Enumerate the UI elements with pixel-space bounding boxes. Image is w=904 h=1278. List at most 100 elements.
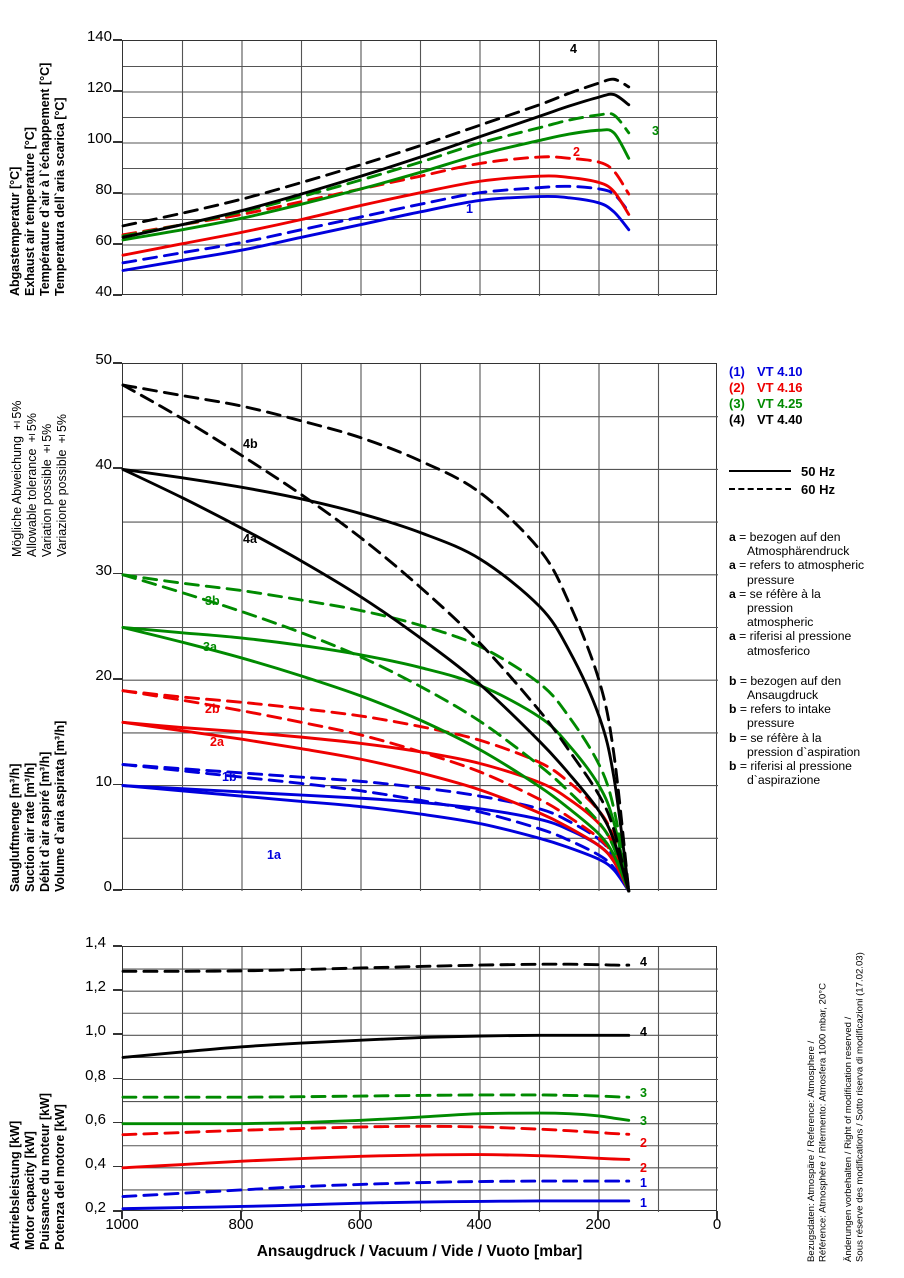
y-tick-mark (113, 889, 122, 891)
legend-frequency-list: 50 Hz 60 Hz (729, 462, 899, 498)
y-tick-mark (113, 783, 122, 786)
footer-line4: Sous réserve des modifications / Sotto r… (854, 952, 866, 1262)
flow-label-4b: 4b (243, 437, 258, 451)
y-tick-mark (113, 294, 122, 296)
power-label-1-50: 1 (640, 1196, 647, 1210)
y-tick-mark (113, 572, 122, 575)
y-tick-label: 30 (95, 561, 112, 579)
power-label-2-60: 2 (640, 1136, 647, 1150)
power-label-3-50: 3 (640, 1114, 647, 1128)
series-4b-vt-4-40-50-hz (121, 467, 631, 893)
temp-label-3: 3 (652, 124, 659, 138)
y-tick-mark (113, 467, 122, 469)
y-tick-mark (113, 141, 122, 143)
flow-cap-de: Saugluftmenge [m³/h] (8, 763, 22, 892)
x-tick-mark (716, 1211, 718, 1219)
legend-note-line: b = riferisi al pressione (729, 759, 852, 774)
flow-label-1b: 1b (222, 770, 237, 784)
flow-label-1a: 1a (267, 848, 281, 862)
legend-frequency-row: 50 Hz (729, 462, 899, 480)
flow-label-4a: 4a (243, 532, 257, 546)
legend-model-row: (4) VT 4.40 (729, 412, 899, 428)
series-3a-vt-4-25-50-hz (121, 626, 631, 893)
power-label-2-50: 2 (640, 1161, 647, 1175)
legend-line-swatch-dashed (729, 484, 791, 494)
temp-label-2: 2 (573, 145, 580, 159)
y-tick-label: 0,6 (85, 1110, 106, 1128)
tol-de: Mögliche Abweichung ±5% (10, 400, 24, 557)
series-1-vt-4-10-60-hz (121, 1179, 631, 1198)
temp-cap-it: Temperatura dell`aria scarica [°C] (53, 97, 67, 296)
y-tick-label: 1,4 (85, 934, 106, 951)
power-label-4-50: 4 (640, 1025, 647, 1039)
series-2a-vt-4-16-50-hz (121, 720, 631, 893)
y-tick-mark (113, 90, 122, 92)
legend-note-line: pressure (747, 716, 795, 731)
legend-frequency-row: 60 Hz (729, 480, 899, 498)
series-1a-vt-4-10-60-hz (121, 763, 631, 893)
legend-model-row: (3) VT 4.25 (729, 396, 899, 412)
legend-frequency-label: 60 Hz (801, 481, 835, 497)
legend: (1) VT 4.10 (2) VT 4.16 (3) VT 4.25 (4) VT 4.40… (729, 364, 899, 787)
legend-note-line: d`aspirazione (747, 773, 821, 788)
series-2-vt-4-16-60-hz (121, 1124, 631, 1137)
y-tick-label: 40 (95, 456, 112, 474)
x-tick-mark (121, 1211, 123, 1219)
legend-note-line: pressure (747, 572, 795, 587)
x-tick-mark (478, 1211, 480, 1219)
legend-note-line: a = bezogen auf den (729, 530, 841, 544)
x-tick-mark (240, 1211, 242, 1219)
series-4-vt-4-40-50-hz (121, 92, 631, 239)
series-4-vt-4-40-60-hz (121, 962, 631, 973)
legend-note-line: a = se réfère à la (729, 586, 821, 601)
legend-model-name: VT 4.25 (757, 396, 803, 411)
legend-note-b: b = bezogen auf den Ansaugdruck b = refers… (729, 674, 899, 788)
x-axis-title: Ansaugdruck / Vacuum / Vide / Vuoto [mba… (256, 1243, 583, 1260)
y-tick-mark (113, 1121, 122, 1124)
tolerance-caption: Mögliche Abweichung ±5% Allowable tolera… (10, 372, 70, 557)
legend-note-line: a = riferisi al pressione (729, 629, 852, 644)
y-tick-label: 1,0 (85, 1022, 106, 1040)
pow-cap-de: Antriebsleistung [kW] (8, 1120, 22, 1250)
legend-model-number: (3) (729, 396, 745, 411)
y-tick-label: 140 (86, 28, 112, 45)
y-tick-label: 0,8 (85, 1066, 106, 1084)
y-tick-mark (113, 1165, 122, 1168)
legend-note-line: b = bezogen auf den (729, 673, 842, 688)
y-tick-mark (113, 362, 122, 364)
flow-cap-en: Suction air rate [m³/h] (23, 762, 37, 892)
series-1a-vt-4-10-50-hz (121, 784, 631, 893)
legend-line-swatch-solid (729, 466, 791, 476)
legend-model-list: (1) VT 4.10 (2) VT 4.16 (3) VT 4.25 (4) VT 4.40 (729, 364, 899, 428)
legend-note-line: pression d`aspiration (747, 744, 861, 759)
series-4b-vt-4-40-60-hz (121, 383, 631, 893)
x-tick-label: 400 (466, 1216, 492, 1233)
tol-en: Allowable tolerance ±5% (25, 413, 39, 557)
legend-note-line: b = refers to intake (729, 702, 831, 717)
pow-cap-en: Motor capacity [kW] (23, 1131, 37, 1250)
modification-footer: Änderungen vorbehalten / Right of modifi… (843, 862, 866, 1262)
y-tick-label: 10 (95, 772, 112, 790)
y-tick-label: 50 (95, 351, 112, 368)
power-label-1-60: 1 (640, 1176, 647, 1190)
series-2-vt-4-16-50-hz (121, 174, 631, 257)
legend-note-a: a = bezogen auf den Atmosphärendruck a = r… (729, 530, 899, 658)
temperature-chart (121, 40, 718, 296)
y-tick-mark (113, 678, 122, 680)
legend-model-number: (2) (729, 380, 745, 395)
suction-air-rate-chart (121, 363, 718, 893)
series-4a-vt-4-40-50-hz (121, 467, 631, 893)
x-tick-label: 200 (585, 1216, 611, 1233)
y-tick-mark (113, 243, 122, 245)
y-tick-label: 80 (95, 181, 112, 198)
legend-model-row: (2) VT 4.16 (729, 380, 899, 396)
legend-model-name: VT 4.10 (757, 364, 803, 379)
temp-cap-de: Abgastemperatur [°C] (8, 166, 22, 296)
series-3-vt-4-25-50-hz (121, 128, 631, 242)
y-tick-label: 120 (86, 79, 112, 96)
y-tick-label: 0 (103, 878, 112, 895)
flow-label-3a: 3a (203, 640, 217, 654)
series-3b-vt-4-25-50-hz (121, 626, 631, 893)
footer-line2: Référence: Atmosphère / Rifermento: Atmo… (817, 983, 829, 1262)
